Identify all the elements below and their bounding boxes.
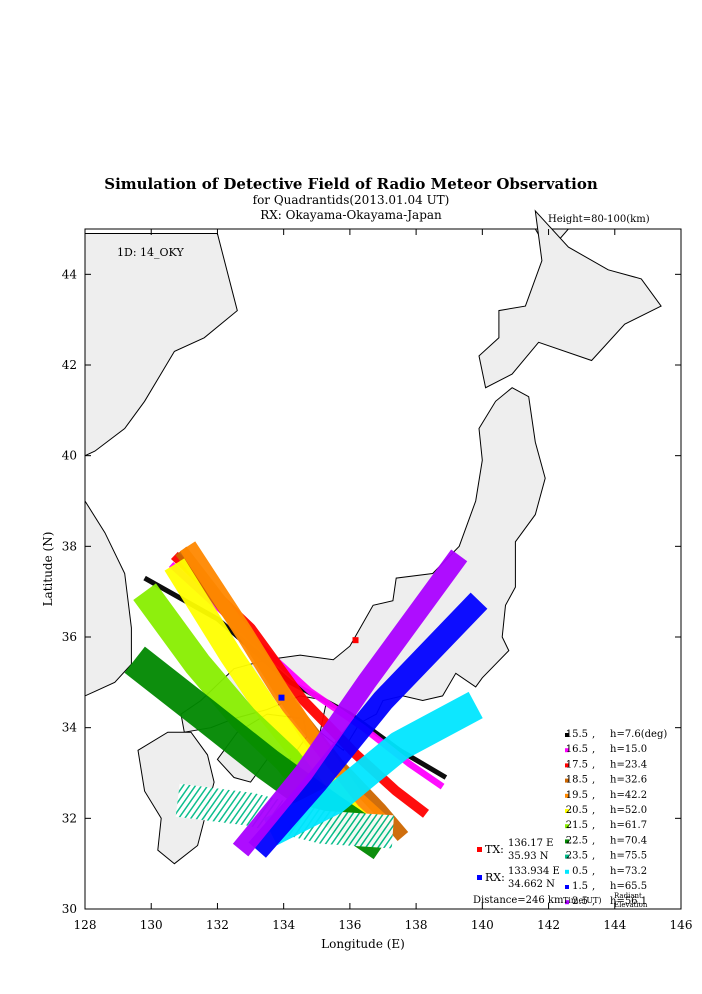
- axes: 128 130 132 134 136 138 140 142 144 146 30 32 34 36 38…: [62, 229, 693, 932]
- x-tick-label: 138: [405, 918, 428, 932]
- legend: 15.5, h=7.6(deg) 16.5, h=15.0 17.5, h=23.4 18.…: [473, 729, 667, 909]
- swath-1_5ut: [248, 592, 488, 858]
- tx-latitude: 35.93 N: [508, 851, 549, 862]
- legend-elevation: h=70.4: [610, 835, 647, 846]
- legend-swatch: [565, 763, 569, 768]
- x-tick-label: 142: [537, 918, 560, 932]
- height-note: Height=80-100(km): [548, 214, 650, 225]
- y-tick-label: 40: [62, 449, 77, 463]
- legend-swatch: [565, 793, 569, 798]
- x-tick-label: 130: [140, 918, 163, 932]
- chart-subtitle: for Quadrantids(2013.01.04 UT): [252, 193, 450, 207]
- legend-elevation: h=42.2: [610, 790, 647, 801]
- legend-separator: ,: [592, 775, 595, 786]
- legend-swatch: [565, 839, 569, 844]
- legend-elevation: h=15.0: [610, 744, 647, 755]
- legend-separator: ,: [592, 866, 595, 877]
- legend-swatch: [565, 900, 569, 905]
- legend-time: 17.5: [566, 759, 588, 770]
- x-tick-label: 134: [272, 918, 295, 932]
- legend-separator: ,: [592, 790, 595, 801]
- legend-elevation: h=73.2: [610, 866, 647, 877]
- x-axis-label: Longitude (E): [321, 937, 405, 951]
- rx-station-marker: [278, 694, 285, 701]
- legend-time: 0.5: [572, 866, 588, 877]
- legend-elevation: h=32.6: [610, 775, 647, 786]
- legend-separator: ,: [592, 820, 595, 831]
- legend-separator: ,: [592, 805, 595, 816]
- y-tick-label: 32: [62, 811, 77, 825]
- legend-swatch: [565, 885, 569, 889]
- legend-swatch: [565, 869, 569, 874]
- legend-time: 16.5: [566, 744, 588, 755]
- x-tick-label: 144: [603, 918, 626, 932]
- y-tick-label: 38: [62, 539, 77, 553]
- legend-time: 21.5: [566, 820, 588, 831]
- legend-time: 20.5: [566, 805, 588, 816]
- legend-elevation: h=75.5: [610, 851, 647, 862]
- legend-time: 22.5: [566, 835, 588, 846]
- x-tick-label: 128: [74, 918, 97, 932]
- rx-latitude: 34.662 N: [508, 879, 555, 890]
- legend-time: 15.5: [566, 729, 588, 740]
- y-tick-label: 44: [62, 267, 78, 281]
- legend-separator: ,: [592, 759, 595, 770]
- legend-separator: ,: [592, 896, 595, 907]
- legend-time: 23.5: [566, 851, 588, 862]
- swath-19_5ut: [179, 541, 393, 835]
- legend-elevation: h=7.6(deg): [610, 729, 667, 740]
- legend-elevation: h=23.4: [610, 759, 647, 770]
- legend-time: 18.5: [566, 775, 588, 786]
- x-tick-label: 140: [471, 918, 494, 932]
- tx-legend-swatch: [477, 847, 482, 852]
- tx-station-marker: [352, 637, 359, 644]
- legend-elevation: h=52.0: [610, 805, 647, 816]
- y-tick-label: 30: [62, 902, 77, 916]
- swath-2_5ut: [232, 549, 468, 857]
- receiver-line: RX: Okayama-Okayama-Japan: [260, 208, 442, 222]
- legend-time: 19.5: [566, 790, 588, 801]
- legend-separator: ,: [592, 835, 595, 846]
- station-id: 1D: 14_OKY: [117, 246, 184, 259]
- y-tick-label: 36: [62, 630, 77, 644]
- legend-separator: ,: [592, 881, 595, 892]
- legend-elevation-header: Elevation: [614, 901, 648, 909]
- legend-swatch: [565, 778, 569, 783]
- legend-swatch: [565, 824, 569, 829]
- station-markers: [278, 637, 359, 701]
- tx-label: TX:: [485, 843, 504, 856]
- tx-longitude: 136.17 E: [508, 838, 553, 849]
- y-tick-label: 42: [62, 358, 77, 372]
- legend-elevation: h=65.5: [610, 881, 647, 892]
- landmass-kyushu: [137, 731, 215, 865]
- distance-label: Distance=246 km: [473, 895, 564, 906]
- landmass-mainland-asia: [84, 233, 238, 457]
- x-tick-label: 146: [670, 918, 693, 932]
- legend-swatch: [565, 854, 569, 859]
- rx-longitude: 133.934 E: [508, 866, 560, 877]
- y-axis-label: Latitude (N): [41, 532, 55, 607]
- x-tick-label: 132: [206, 918, 229, 932]
- swath-layer: [124, 541, 488, 860]
- x-tick-label: 136: [338, 918, 361, 932]
- legend-separator: ,: [592, 851, 595, 862]
- legend-time: 2.5: [572, 896, 588, 907]
- legend-radiant-header: Radiant: [614, 892, 642, 900]
- legend-elevation: h=61.7: [610, 820, 647, 831]
- legend-swatch: [565, 809, 569, 813]
- rx-legend-swatch: [477, 875, 482, 880]
- legend-swatch: [565, 748, 569, 753]
- landmass-hokkaido: [478, 209, 662, 389]
- legend-time-header: Time(UT): [563, 896, 602, 905]
- y-tick-label: 34: [62, 721, 78, 735]
- chart-title: Simulation of Detective Field of Radio M…: [104, 175, 598, 193]
- rx-label: RX:: [485, 871, 505, 884]
- legend-time: 1.5: [572, 881, 588, 892]
- legend-separator: ,: [592, 744, 595, 755]
- legend-separator: ,: [592, 729, 595, 740]
- legend-elevation: h=56.1: [610, 896, 647, 907]
- legend-swatch: [565, 733, 569, 737]
